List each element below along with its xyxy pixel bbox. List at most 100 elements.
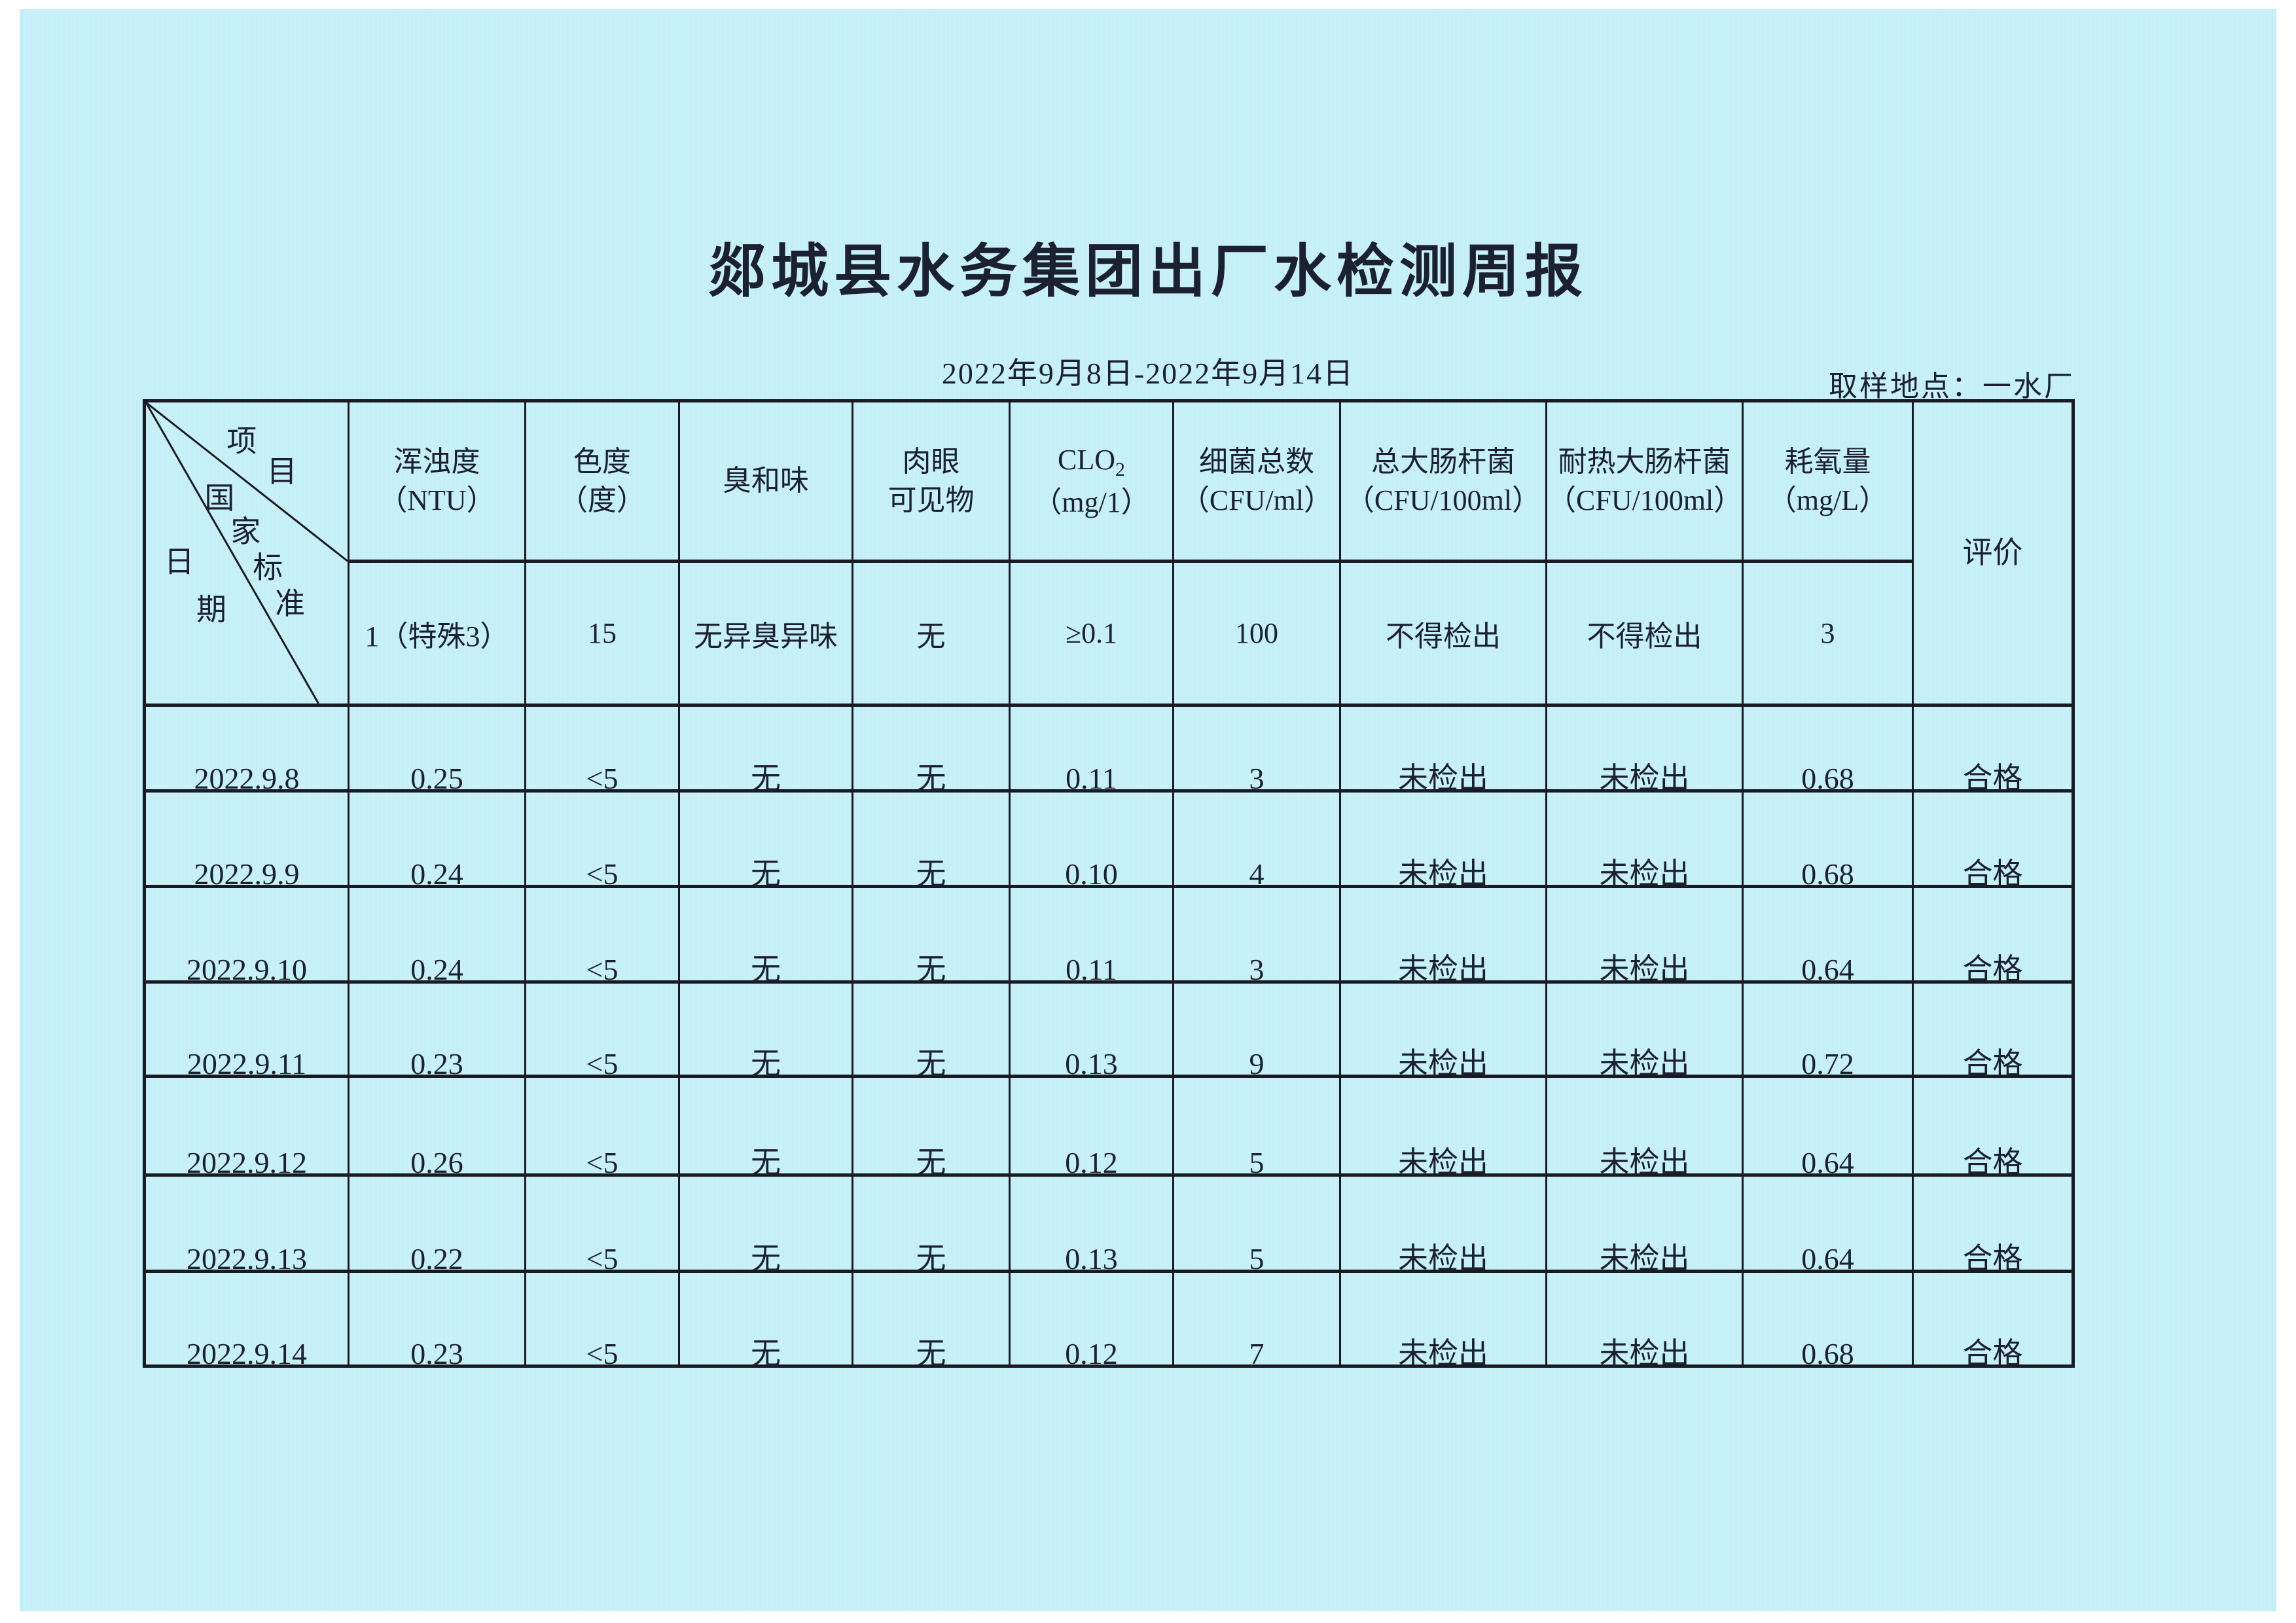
corner-label-char: 项 — [226, 424, 257, 458]
value-cell: <5 — [524, 1270, 680, 1369]
evaluation-cell: 合格 — [1912, 1075, 2074, 1178]
value-cell: 未检出 — [1339, 1075, 1547, 1178]
value-cell: 无 — [852, 885, 1011, 985]
value-cell: 未检出 — [1545, 789, 1744, 889]
column-header-total-coliform: 总大肠杆菌 （CFU/100ml） — [1339, 399, 1547, 563]
value-cell: 0.64 — [1742, 885, 1914, 985]
value-cell: 无 — [678, 1270, 853, 1369]
value-cell: 7 — [1172, 1270, 1341, 1369]
date-cell: 2022.9.9 — [143, 789, 350, 889]
column-header-color: 色度 （度） — [524, 399, 680, 563]
data-row: 2022.9.12 0.26 <5 无 无 0.12 5 未检出 未检出 0.6… — [143, 1075, 2074, 1178]
value-cell: 3 — [1172, 704, 1341, 794]
column-header-turbidity: 浑浊度 （NTU） — [348, 399, 526, 563]
report-date-range: 2022年9月8日-2022年9月14日 — [941, 357, 1355, 390]
column-header-odor: 臭和味 — [678, 399, 853, 563]
value-cell: 4 — [1172, 789, 1341, 889]
value-cell: 0.23 — [348, 1270, 526, 1369]
value-cell: 5 — [1172, 1173, 1341, 1274]
corner-header-cell: 项 目 国 家 标 准 日 期 — [143, 399, 350, 707]
date-cell: 2022.9.11 — [143, 980, 350, 1079]
value-cell: 无 — [678, 1075, 853, 1178]
value-cell: 未检出 — [1545, 980, 1744, 1079]
value-cell: 0.13 — [1009, 980, 1174, 1079]
national-standard-row: 1（特殊3） 15 无异臭异味 无 ≥0.1 100 不得检出 不得检出 3 — [145, 560, 2073, 707]
value-cell: <5 — [524, 1075, 680, 1178]
date-cell: 2022.9.8 — [143, 704, 350, 794]
value-cell: <5 — [524, 704, 680, 794]
data-row: 2022.9.13 0.22 <5 无 无 0.13 5 未检出 未检出 0.6… — [143, 1173, 2074, 1274]
date-cell: 2022.9.14 — [143, 1270, 350, 1369]
standard-cell: 1（特殊3） — [348, 560, 526, 707]
header-row-items: 项 目 国 家 标 准 日 期 浑浊度 （NTU） 色度 （度） 臭和味 肉眼 — [143, 399, 2074, 707]
value-cell: 0.11 — [1009, 885, 1174, 985]
value-cell: 无 — [678, 789, 853, 889]
value-cell: <5 — [524, 1173, 680, 1274]
value-cell: 无 — [678, 885, 853, 985]
standard-cell: 不得检出 — [1339, 560, 1547, 707]
value-cell: 未检出 — [1339, 980, 1547, 1079]
data-row: 2022.9.9 0.24 <5 无 无 0.10 4 未检出 未检出 0.68… — [143, 789, 2074, 889]
value-cell: 无 — [852, 704, 1011, 794]
value-cell: <5 — [524, 980, 680, 1079]
column-header-heat-resistant-coliform: 耐热大肠杆菌 （CFU/100ml） — [1545, 399, 1744, 563]
standard-cell: 不得检出 — [1545, 560, 1744, 707]
value-cell: 无 — [852, 1270, 1011, 1369]
corner-label-char: 日 — [164, 544, 194, 579]
water-quality-table: 项 目 国 家 标 准 日 期 浑浊度 （NTU） 色度 （度） 臭和味 肉眼 — [143, 399, 2075, 1369]
evaluation-cell: 合格 — [1912, 1173, 2074, 1274]
column-header-bacteria-count: 细菌总数 （CFU/ml） — [1172, 399, 1341, 563]
corner-label-char: 国 — [204, 482, 235, 516]
data-row: 2022.9.10 0.24 <5 无 无 0.11 3 未检出 未检出 0.6… — [143, 885, 2074, 985]
date-cell: 2022.9.13 — [143, 1173, 350, 1274]
standard-cell: 无异臭异味 — [678, 560, 853, 707]
value-cell: 未检出 — [1339, 1270, 1547, 1369]
data-row: 2022.9.14 0.23 <5 无 无 0.12 7 未检出 未检出 0.6… — [143, 1270, 2074, 1369]
value-cell: 0.10 — [1009, 789, 1174, 889]
value-cell: 未检出 — [1339, 704, 1547, 794]
value-cell: 5 — [1172, 1075, 1341, 1178]
standard-cell: 无 — [852, 560, 1011, 707]
standard-cell: ≥0.1 — [1009, 560, 1174, 707]
value-cell: 未检出 — [1339, 885, 1547, 985]
standard-cell: 3 — [1742, 560, 1914, 707]
value-cell: 0.23 — [348, 980, 526, 1079]
value-cell: 未检出 — [1545, 704, 1744, 794]
diagonal-divider — [146, 402, 348, 704]
value-cell: 0.12 — [1009, 1270, 1174, 1369]
value-cell: 0.68 — [1742, 704, 1914, 794]
evaluation-cell: 合格 — [1912, 789, 2074, 889]
column-header-clo2: CLO2 （mg/1） — [1009, 399, 1174, 563]
column-header-visible-matter: 肉眼 可见物 — [852, 399, 1011, 563]
value-cell: 0.12 — [1009, 1075, 1174, 1178]
value-cell: 无 — [852, 1173, 1011, 1274]
date-cell: 2022.9.12 — [143, 1075, 350, 1178]
value-cell: 0.68 — [1742, 1270, 1914, 1369]
column-header-evaluation: 评价 — [1912, 399, 2074, 707]
value-cell: 无 — [678, 980, 853, 1079]
value-cell: 0.25 — [348, 704, 526, 794]
corner-label-char: 期 — [196, 593, 226, 627]
standard-cell: 15 — [524, 560, 680, 707]
value-cell: 0.26 — [348, 1075, 526, 1178]
evaluation-cell: 合格 — [1912, 1270, 2074, 1369]
value-cell: 0.13 — [1009, 1173, 1174, 1274]
value-cell: 0.24 — [348, 885, 526, 985]
value-cell: 0.72 — [1742, 980, 1914, 1079]
evaluation-cell: 合格 — [1912, 980, 2074, 1079]
value-cell: 0.22 — [348, 1173, 526, 1274]
value-cell: <5 — [524, 885, 680, 985]
sampling-location: 取样地点：一水厂 — [1829, 370, 2075, 402]
corner-label-char: 家 — [230, 514, 261, 548]
value-cell: 未检出 — [1545, 885, 1744, 985]
value-cell: 未检出 — [1339, 1173, 1547, 1274]
corner-label-char: 准 — [275, 587, 306, 621]
data-row: 2022.9.8 0.25 <5 无 无 0.11 3 未检出 未检出 0.68… — [143, 704, 2074, 794]
value-cell: 无 — [852, 980, 1011, 1079]
value-cell: <5 — [524, 789, 680, 889]
value-cell: 无 — [678, 704, 853, 794]
evaluation-cell: 合格 — [1912, 885, 2074, 985]
value-cell: 0.64 — [1742, 1075, 1914, 1178]
value-cell: 未检出 — [1339, 789, 1547, 889]
report-title: 郯城县水务集团出厂水检测周报 — [708, 241, 1588, 304]
